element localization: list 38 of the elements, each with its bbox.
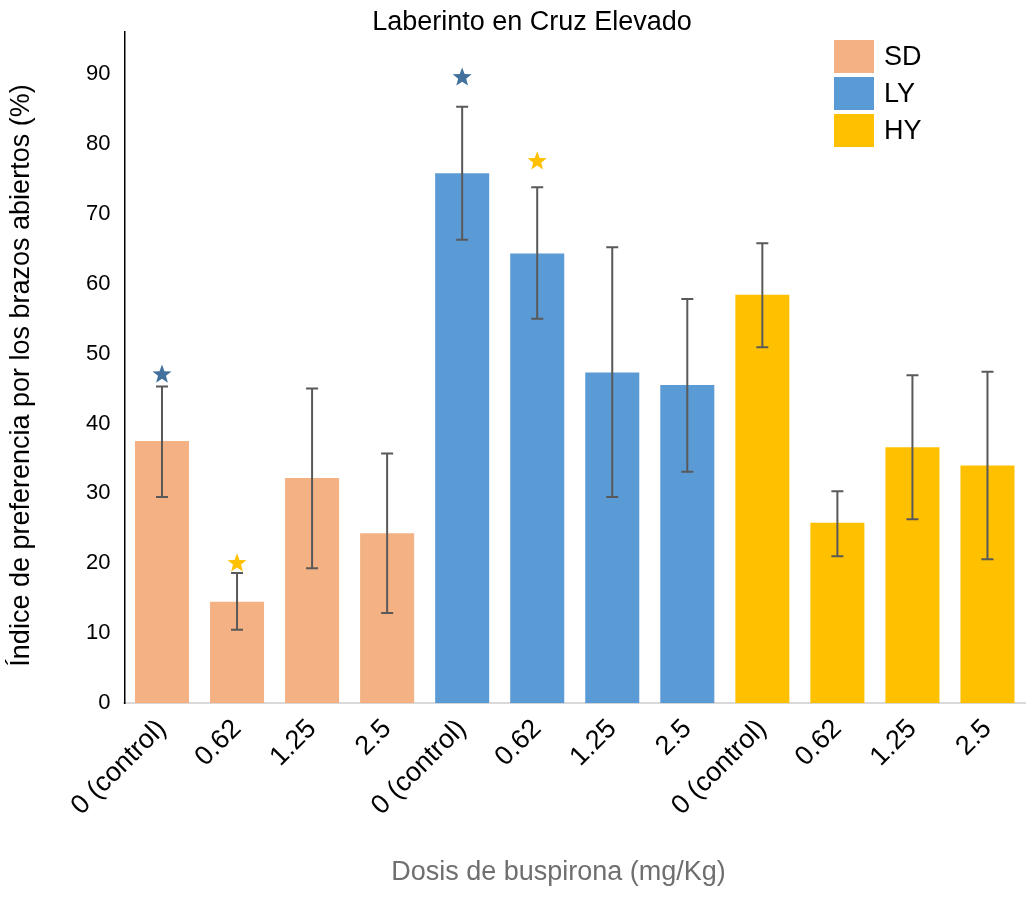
bar bbox=[735, 294, 790, 704]
y-tick-label: 50 bbox=[85, 339, 111, 365]
x-tick-label: 0.62 bbox=[188, 712, 247, 772]
y-tick-label: 10 bbox=[85, 619, 111, 645]
bar bbox=[285, 478, 340, 704]
y-tick-label: 0 bbox=[98, 689, 111, 715]
x-tick-label: 2.5 bbox=[348, 712, 397, 761]
y-tick-label: 60 bbox=[85, 269, 111, 295]
bar bbox=[885, 447, 940, 704]
chart-title: Laberinto en Cruz Elevado bbox=[371, 6, 693, 37]
y-tick-label: 40 bbox=[85, 409, 111, 435]
y-tick-label: 30 bbox=[85, 479, 111, 505]
x-tick-label: 2.5 bbox=[649, 712, 697, 761]
bar bbox=[585, 372, 640, 704]
y-tick-label: 70 bbox=[85, 199, 111, 225]
point bbox=[227, 553, 247, 572]
x-axis-title: Dosis de buspirona (mg/Kg) bbox=[390, 856, 727, 887]
point bbox=[452, 67, 472, 86]
x-tick-label: 2.5 bbox=[949, 712, 997, 761]
x-tick-label: 0.62 bbox=[788, 712, 847, 772]
point bbox=[527, 151, 547, 170]
bar bbox=[435, 173, 490, 704]
y-tick-label: 20 bbox=[85, 549, 111, 575]
x-tick-label: 0.62 bbox=[488, 712, 547, 772]
legend-label: LY bbox=[884, 78, 916, 109]
bar bbox=[810, 522, 865, 704]
y-axis-title: Índice de preferencia por los brazos abiertos (%) bbox=[4, 83, 36, 669]
bar bbox=[960, 465, 1015, 704]
bar bbox=[210, 601, 265, 704]
y-tick-label: 80 bbox=[85, 129, 111, 155]
y-tick-label: 90 bbox=[85, 60, 111, 86]
bar bbox=[134, 440, 190, 704]
bar bbox=[360, 533, 415, 704]
legend-label: HY bbox=[884, 115, 922, 146]
bar bbox=[660, 385, 715, 704]
point bbox=[152, 364, 172, 383]
legend-label: SD bbox=[884, 41, 922, 72]
bar bbox=[510, 253, 565, 704]
